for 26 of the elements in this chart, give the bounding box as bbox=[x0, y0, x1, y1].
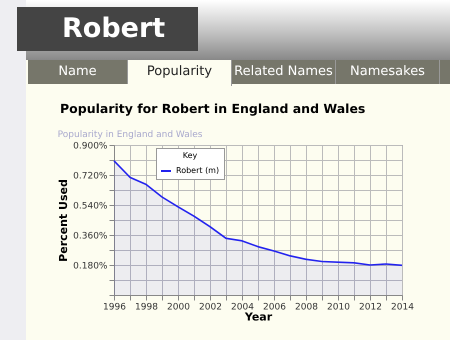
x-tick-label: 2010 bbox=[327, 302, 350, 312]
x-tick-label: 2006 bbox=[263, 302, 286, 312]
x-axis-title: Year bbox=[244, 310, 273, 324]
x-tick-label: 2008 bbox=[295, 302, 318, 312]
x-tick-label: 2014 bbox=[391, 302, 414, 312]
text: Name bbox=[28, 60, 128, 84]
y-tick-label: 0.360% bbox=[73, 232, 108, 242]
legend-label: Robert (m) bbox=[176, 166, 220, 175]
text: Popularity bbox=[128, 60, 232, 86]
text: Related Names bbox=[232, 60, 336, 84]
y-tick-label: 0.540% bbox=[73, 202, 108, 212]
y-axis-title: Percent Used bbox=[57, 179, 70, 262]
x-tick-label: 1998 bbox=[135, 302, 158, 312]
chart-title: Popularity for Robert in England and Wales bbox=[60, 101, 366, 116]
y-tick-label: 0.180% bbox=[73, 262, 108, 272]
text: Robert bbox=[17, 7, 198, 51]
chart-subtitle: Popularity in England and Wales bbox=[58, 130, 203, 140]
y-tick-label: 0.720% bbox=[73, 172, 108, 182]
y-tick-label: 0.900% bbox=[73, 142, 108, 152]
x-tick-label: 2000 bbox=[167, 302, 190, 312]
x-tick-label: 2002 bbox=[199, 302, 222, 312]
legend-title: Key bbox=[182, 151, 198, 160]
x-tick-label: 2012 bbox=[359, 302, 382, 312]
text: Namesakes bbox=[336, 60, 440, 84]
x-tick-label: 2004 bbox=[231, 302, 254, 312]
x-tick-label: 1996 bbox=[103, 302, 126, 312]
